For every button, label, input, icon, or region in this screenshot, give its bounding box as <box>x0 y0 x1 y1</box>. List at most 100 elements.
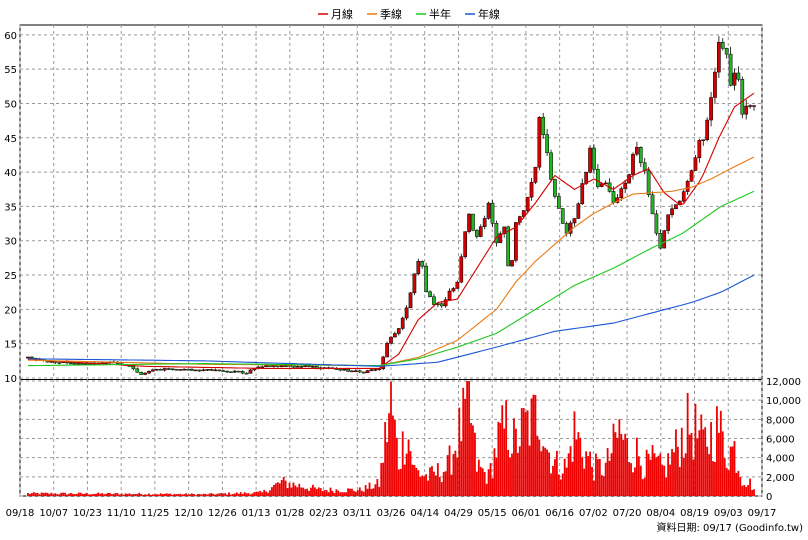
volume-bar <box>509 457 511 496</box>
volume-bar <box>466 381 469 496</box>
volume-bar <box>374 484 377 496</box>
date-tick-label: 04/14 <box>410 508 439 519</box>
volume-bar <box>561 473 564 496</box>
legend-label: 年線 <box>478 7 500 21</box>
date-tick-label: 03/11 <box>343 508 372 519</box>
volume-bar <box>177 494 180 496</box>
volume-bar <box>29 493 31 496</box>
volume-bar <box>688 434 691 496</box>
volume-bar <box>103 494 106 496</box>
volume-bar <box>118 494 121 496</box>
volume-bar <box>700 414 703 496</box>
date-tick-label: 02/23 <box>309 508 338 519</box>
candle-body <box>154 368 159 371</box>
candle-body <box>564 223 569 234</box>
volume-bar <box>152 494 154 496</box>
volume-bar <box>665 477 668 496</box>
date-tick-label: 11/10 <box>107 508 136 519</box>
candle-body <box>221 370 226 372</box>
volume-bar <box>66 494 68 496</box>
candle-body <box>166 368 171 370</box>
volume-bar <box>237 493 240 496</box>
candle-body <box>689 170 694 182</box>
volume-bar <box>555 450 558 496</box>
volume-bar <box>532 394 535 496</box>
volume-bar <box>671 449 673 496</box>
volume-bar <box>493 448 496 496</box>
candle-body <box>201 369 206 372</box>
candle-body <box>728 53 733 86</box>
volume-bar <box>581 457 584 496</box>
volume-bar <box>511 453 513 496</box>
volume-bar <box>233 493 236 496</box>
candle-body <box>732 72 737 86</box>
volume-bar <box>712 461 714 496</box>
candle-body <box>143 372 147 375</box>
price-tick-label: 20 <box>4 305 17 316</box>
candle-body <box>510 260 514 267</box>
volume-bar <box>384 422 387 496</box>
volume-bar <box>204 493 207 496</box>
volume-bar <box>312 484 314 496</box>
volume-bar <box>241 493 244 496</box>
volume-bar <box>684 453 687 496</box>
volume-bar <box>394 419 396 496</box>
volume-bar <box>253 492 256 496</box>
candle-body <box>49 361 54 363</box>
volume-bar <box>717 432 720 496</box>
volume-bar <box>608 460 611 496</box>
candle-body <box>611 191 616 203</box>
candle-body <box>705 119 710 141</box>
volume-bar <box>368 482 371 496</box>
volume-bar <box>235 492 238 496</box>
volume-bar <box>448 445 451 496</box>
volume-bar <box>192 494 195 496</box>
volume-bar <box>411 464 414 496</box>
volume-bar <box>634 467 636 496</box>
volume-bar <box>273 484 275 496</box>
candle-body <box>162 368 167 371</box>
price-tick-label: 15 <box>4 340 17 351</box>
volume-bar <box>206 494 209 496</box>
candle-body <box>158 368 163 371</box>
volume-bar <box>114 492 117 496</box>
volume-bar <box>261 492 264 496</box>
candle-body <box>139 372 144 375</box>
candle-body <box>209 369 214 371</box>
candle-body <box>596 169 600 187</box>
date-tick-label: 10/07 <box>39 508 68 519</box>
volume-bar <box>550 473 552 496</box>
volume-bar <box>544 447 547 496</box>
volume-bar <box>187 494 189 496</box>
volume-bar <box>265 491 267 496</box>
candle-body <box>568 222 573 234</box>
price-tick-label: 25 <box>4 271 17 282</box>
candle-body <box>490 202 495 224</box>
candle-body <box>217 369 222 372</box>
volume-bar <box>300 487 303 496</box>
volume-bar <box>753 489 755 496</box>
candle-body <box>361 371 366 374</box>
candle-body <box>506 226 510 267</box>
volume-bar <box>40 492 43 496</box>
price-tick-label: 35 <box>4 202 17 213</box>
volume-bar <box>302 487 305 496</box>
volume-bar <box>323 490 326 496</box>
volume-bar <box>109 492 111 496</box>
volume-bar <box>239 492 242 496</box>
candle-body <box>229 371 233 373</box>
volume-bar <box>475 471 478 496</box>
candle-body <box>646 170 651 196</box>
volume-bar <box>694 403 697 496</box>
volume-bar <box>146 494 148 496</box>
candle-body <box>205 369 210 371</box>
volume-bar <box>284 480 287 496</box>
volume-bar <box>345 492 348 496</box>
candle-body <box>717 41 721 73</box>
candle-body <box>69 362 73 365</box>
volume-bar <box>64 492 66 496</box>
candle-body <box>494 223 499 244</box>
volume-bar <box>331 490 334 496</box>
volume-bar <box>183 494 186 496</box>
candle-body <box>482 218 487 227</box>
